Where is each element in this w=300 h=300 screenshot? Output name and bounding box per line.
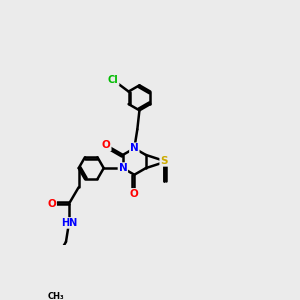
- Text: O: O: [130, 189, 139, 199]
- Text: N: N: [118, 163, 127, 173]
- Text: CH₃: CH₃: [48, 292, 64, 300]
- Text: O: O: [102, 140, 111, 150]
- Text: S: S: [160, 156, 168, 166]
- Text: O: O: [47, 199, 56, 209]
- Text: Cl: Cl: [108, 75, 119, 85]
- Text: HN: HN: [61, 218, 77, 228]
- Text: N: N: [130, 143, 139, 153]
